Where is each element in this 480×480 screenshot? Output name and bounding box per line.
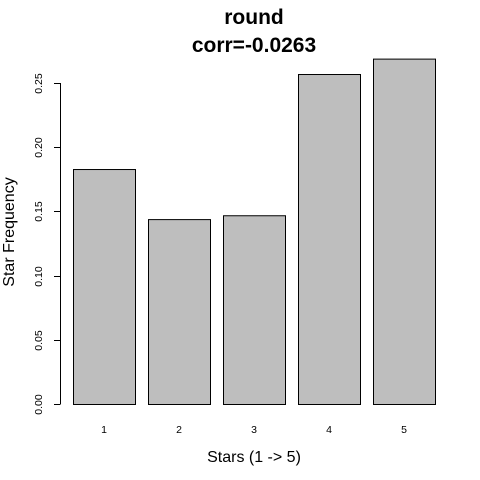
y-tick-label: 0.15: [33, 201, 45, 222]
y-tick-label: 0.00: [33, 394, 45, 415]
x-tick-label: 2: [176, 424, 182, 436]
bar-2: [148, 219, 211, 405]
bar-3: [223, 215, 286, 405]
y-tick-label: 0.10: [33, 266, 45, 287]
x-tick-label: 5: [401, 424, 407, 436]
chart-title: round: [224, 6, 283, 29]
x-axis-title: Stars (1 -> 5): [207, 449, 301, 466]
x-tick-label: 3: [251, 424, 257, 436]
bar-4: [298, 74, 361, 406]
y-tick-label: 0.25: [33, 73, 45, 94]
y-tick-label: 0.20: [33, 137, 45, 158]
y-tick-label: 0.05: [33, 330, 45, 351]
x-axis: 1 2 3 4 5: [101, 424, 407, 436]
chart-subtitle: corr=-0.0263: [192, 34, 316, 57]
y-axis: 0.00 0.05 0.10 0.15 0.20 0.25: [33, 73, 61, 415]
bar-1: [73, 169, 136, 405]
x-tick-label: 4: [326, 424, 332, 436]
x-tick-label: 1: [101, 424, 107, 436]
bar-group: [73, 58, 436, 406]
y-axis-title: Star Frequency: [1, 177, 18, 286]
bar-5: [373, 58, 436, 405]
